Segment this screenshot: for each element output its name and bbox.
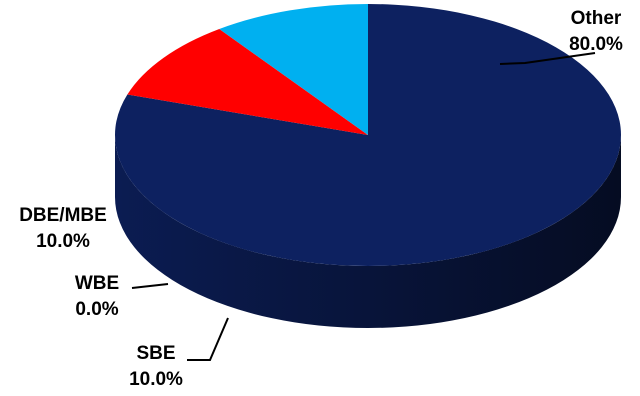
leader-lines bbox=[131, 52, 596, 361]
leader-line-sbe bbox=[187, 317, 229, 361]
leader-line-wbe bbox=[131, 283, 169, 289]
data-label-sbe-name: SBE bbox=[136, 343, 175, 364]
data-label-sbe-percent: 10.0% bbox=[129, 369, 183, 390]
data-label-wbe-percent: 0.0% bbox=[75, 299, 118, 320]
data-label-dbe-mbe-name: DBE/MBE bbox=[19, 205, 107, 226]
pie-side-layer bbox=[115, 135, 621, 328]
leader-line-other bbox=[499, 52, 596, 65]
data-label-other-percent: 80.0% bbox=[569, 34, 623, 55]
pie-top-layer bbox=[115, 4, 621, 266]
pie-side-other bbox=[115, 135, 621, 328]
pie-slice-dbe-mbe bbox=[219, 4, 368, 135]
data-labels: Other 80.0% DBE/MBE 10.0% WBE 0.0% SBE 1… bbox=[19, 8, 623, 390]
data-label-dbe-mbe-percent: 10.0% bbox=[36, 231, 90, 252]
data-label-other-name: Other bbox=[571, 8, 622, 29]
pie-slice-sbe bbox=[127, 29, 369, 135]
data-label-wbe-name: WBE bbox=[75, 273, 119, 294]
